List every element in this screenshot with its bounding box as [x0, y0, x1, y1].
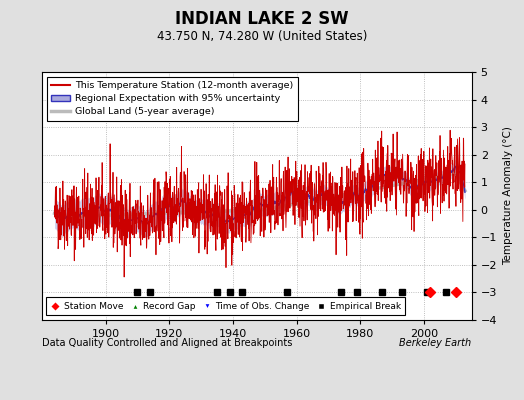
Text: Data Quality Controlled and Aligned at Breakpoints: Data Quality Controlled and Aligned at B…: [42, 338, 292, 348]
Text: 43.750 N, 74.280 W (United States): 43.750 N, 74.280 W (United States): [157, 30, 367, 43]
Text: Berkeley Earth: Berkeley Earth: [399, 338, 472, 348]
Y-axis label: Temperature Anomaly (°C): Temperature Anomaly (°C): [503, 126, 512, 266]
Legend: Station Move, Record Gap, Time of Obs. Change, Empirical Break: Station Move, Record Gap, Time of Obs. C…: [47, 298, 405, 316]
Text: INDIAN LAKE 2 SW: INDIAN LAKE 2 SW: [175, 10, 349, 28]
